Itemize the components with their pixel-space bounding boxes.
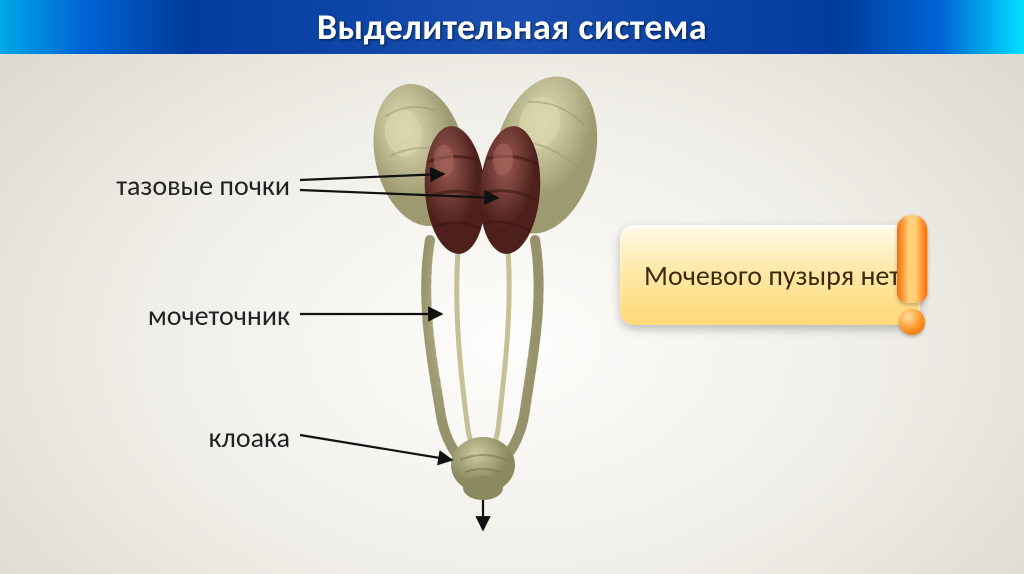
oviduct-right [495,240,539,468]
oviduct-left [426,240,470,468]
ureter-right [484,250,509,465]
ureter-left [457,250,482,465]
cloaca-organ [451,437,515,500]
anatomy-diagram [0,0,1024,574]
